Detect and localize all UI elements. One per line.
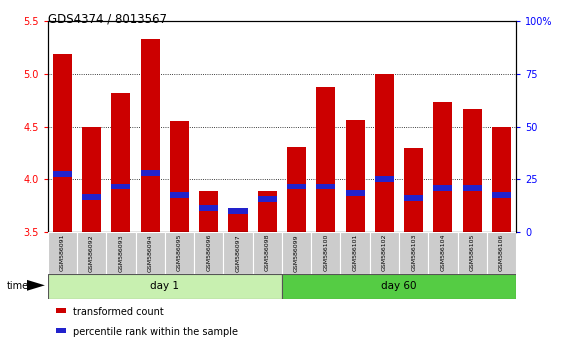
Bar bbox=[311, 232, 341, 274]
Text: GSM586092: GSM586092 bbox=[89, 234, 94, 272]
Bar bbox=[228, 209, 247, 232]
Polygon shape bbox=[27, 280, 45, 291]
Text: GSM586103: GSM586103 bbox=[411, 234, 416, 272]
Bar bbox=[199, 205, 218, 211]
Bar bbox=[141, 39, 160, 232]
Text: GSM586106: GSM586106 bbox=[499, 234, 504, 272]
Text: GSM586097: GSM586097 bbox=[236, 234, 241, 272]
Bar bbox=[316, 86, 335, 232]
Bar bbox=[257, 191, 277, 232]
Bar bbox=[165, 232, 194, 274]
Bar bbox=[141, 170, 160, 176]
Text: percentile rank within the sample: percentile rank within the sample bbox=[73, 327, 238, 337]
Text: GSM586104: GSM586104 bbox=[440, 234, 445, 272]
Text: day 1: day 1 bbox=[150, 281, 180, 291]
Bar bbox=[170, 121, 189, 232]
Bar bbox=[404, 195, 423, 201]
Bar bbox=[463, 109, 482, 232]
Bar bbox=[492, 127, 511, 232]
Bar bbox=[252, 232, 282, 274]
Bar bbox=[287, 147, 306, 232]
Bar bbox=[434, 102, 452, 232]
Bar bbox=[492, 192, 511, 198]
Bar bbox=[228, 208, 247, 214]
Bar bbox=[370, 232, 399, 274]
Bar bbox=[287, 184, 306, 189]
Bar bbox=[316, 184, 335, 189]
Bar bbox=[428, 232, 458, 274]
Bar bbox=[112, 184, 130, 189]
Text: day 60: day 60 bbox=[381, 281, 417, 291]
Text: GSM586105: GSM586105 bbox=[470, 234, 475, 272]
Bar bbox=[399, 232, 428, 274]
Bar bbox=[375, 74, 394, 232]
Bar bbox=[53, 171, 72, 177]
Text: GSM586093: GSM586093 bbox=[118, 234, 123, 272]
Bar bbox=[223, 232, 252, 274]
Bar bbox=[487, 232, 516, 274]
Bar bbox=[53, 54, 72, 232]
Bar bbox=[112, 93, 130, 232]
Text: GSM586100: GSM586100 bbox=[323, 234, 328, 272]
Bar bbox=[257, 196, 277, 202]
Bar bbox=[404, 148, 423, 232]
Bar bbox=[77, 232, 106, 274]
Bar bbox=[82, 127, 101, 232]
Text: transformed count: transformed count bbox=[73, 307, 164, 316]
Bar bbox=[346, 120, 365, 232]
Text: GSM586096: GSM586096 bbox=[206, 234, 211, 272]
Text: GDS4374 / 8013567: GDS4374 / 8013567 bbox=[48, 12, 167, 25]
Text: GSM586095: GSM586095 bbox=[177, 234, 182, 272]
Bar bbox=[282, 232, 311, 274]
Bar bbox=[346, 190, 365, 196]
Text: GSM586099: GSM586099 bbox=[294, 234, 299, 272]
Text: GSM586101: GSM586101 bbox=[353, 234, 357, 272]
Text: GSM586102: GSM586102 bbox=[382, 234, 387, 272]
Bar bbox=[194, 232, 223, 274]
Text: GSM586091: GSM586091 bbox=[60, 234, 65, 272]
Text: time: time bbox=[7, 281, 29, 291]
Bar bbox=[48, 274, 282, 299]
Bar bbox=[341, 232, 370, 274]
Text: GSM586094: GSM586094 bbox=[148, 234, 153, 272]
Text: GSM586098: GSM586098 bbox=[265, 234, 270, 272]
Bar bbox=[48, 232, 77, 274]
Bar bbox=[463, 185, 482, 190]
Bar bbox=[434, 185, 452, 190]
Bar bbox=[170, 192, 189, 198]
Bar bbox=[106, 232, 136, 274]
Bar bbox=[82, 194, 101, 200]
Bar bbox=[375, 176, 394, 182]
Bar bbox=[282, 274, 516, 299]
Bar bbox=[136, 232, 165, 274]
Bar bbox=[199, 191, 218, 232]
Bar bbox=[458, 232, 487, 274]
